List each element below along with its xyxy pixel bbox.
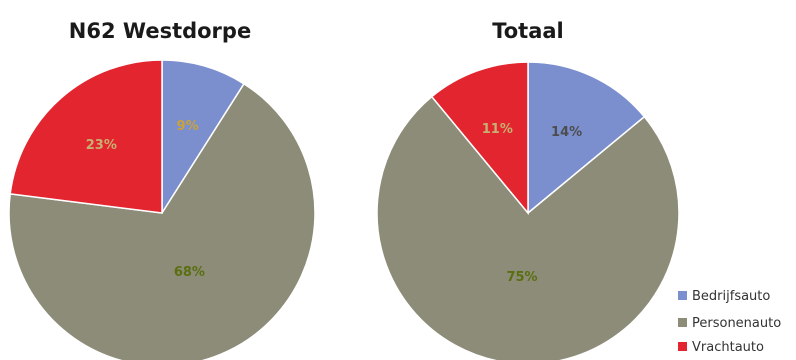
- pie-chart-westdorpe: N62 Westdorpe 9% 68% 23%: [8, 19, 316, 360]
- legend-swatch-bedrijfsauto: [678, 291, 687, 300]
- pie-labels-totaal: 14% 75% 11%: [482, 122, 582, 285]
- pie-slice-westdorpe-personenauto: [8, 82, 316, 360]
- chart-title-westdorpe: N62 Westdorpe: [69, 19, 251, 43]
- pie-label-totaal-vrachtauto: 11%: [482, 122, 513, 137]
- pie-label-totaal-personenauto: 75%: [506, 270, 537, 285]
- pie-label-totaal-bedrijfsauto: 14%: [551, 125, 582, 140]
- chart-legend: Bedrijfsauto Personenauto Vrachtauto: [678, 289, 781, 355]
- legend-label-bedrijfsauto: Bedrijfsauto: [692, 289, 770, 304]
- pie-labels-westdorpe: 9% 68% 23%: [86, 119, 205, 280]
- legend-item-personenauto: Personenauto: [678, 316, 781, 331]
- legend-label-personenauto: Personenauto: [692, 316, 781, 331]
- legend-swatch-personenauto: [678, 318, 687, 327]
- pie-slice-totaal-bedrijfsauto: [527, 61, 646, 215]
- pie-slice-westdorpe-vrachtauto: [9, 59, 163, 214]
- pie-label-westdorpe-personenauto: 68%: [174, 265, 205, 280]
- legend-item-vrachtauto: Vrachtauto: [678, 340, 764, 355]
- legend-swatch-vrachtauto: [678, 342, 687, 351]
- pie-label-westdorpe-bedrijfsauto: 9%: [177, 119, 199, 134]
- pie-slices-westdorpe: [8, 59, 316, 360]
- legend-item-bedrijfsauto: Bedrijfsauto: [678, 289, 770, 304]
- pie-slice-westdorpe-bedrijfsauto: [161, 59, 246, 216]
- pie-label-westdorpe-vrachtauto: 23%: [86, 138, 117, 153]
- pie-slice-totaal-vrachtauto: [430, 61, 529, 216]
- pie-chart-totaal: Totaal 14% 75% 11%: [376, 19, 680, 360]
- chart-title-totaal: Totaal: [492, 19, 564, 43]
- pie-slices-totaal: [376, 61, 680, 360]
- pie-slice-totaal-personenauto: [376, 95, 680, 360]
- legend-label-vrachtauto: Vrachtauto: [692, 340, 764, 355]
